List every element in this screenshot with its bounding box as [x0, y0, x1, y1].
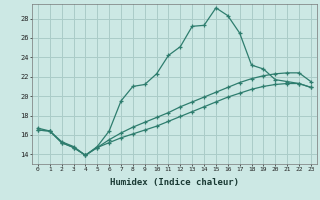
X-axis label: Humidex (Indice chaleur): Humidex (Indice chaleur) — [110, 178, 239, 187]
